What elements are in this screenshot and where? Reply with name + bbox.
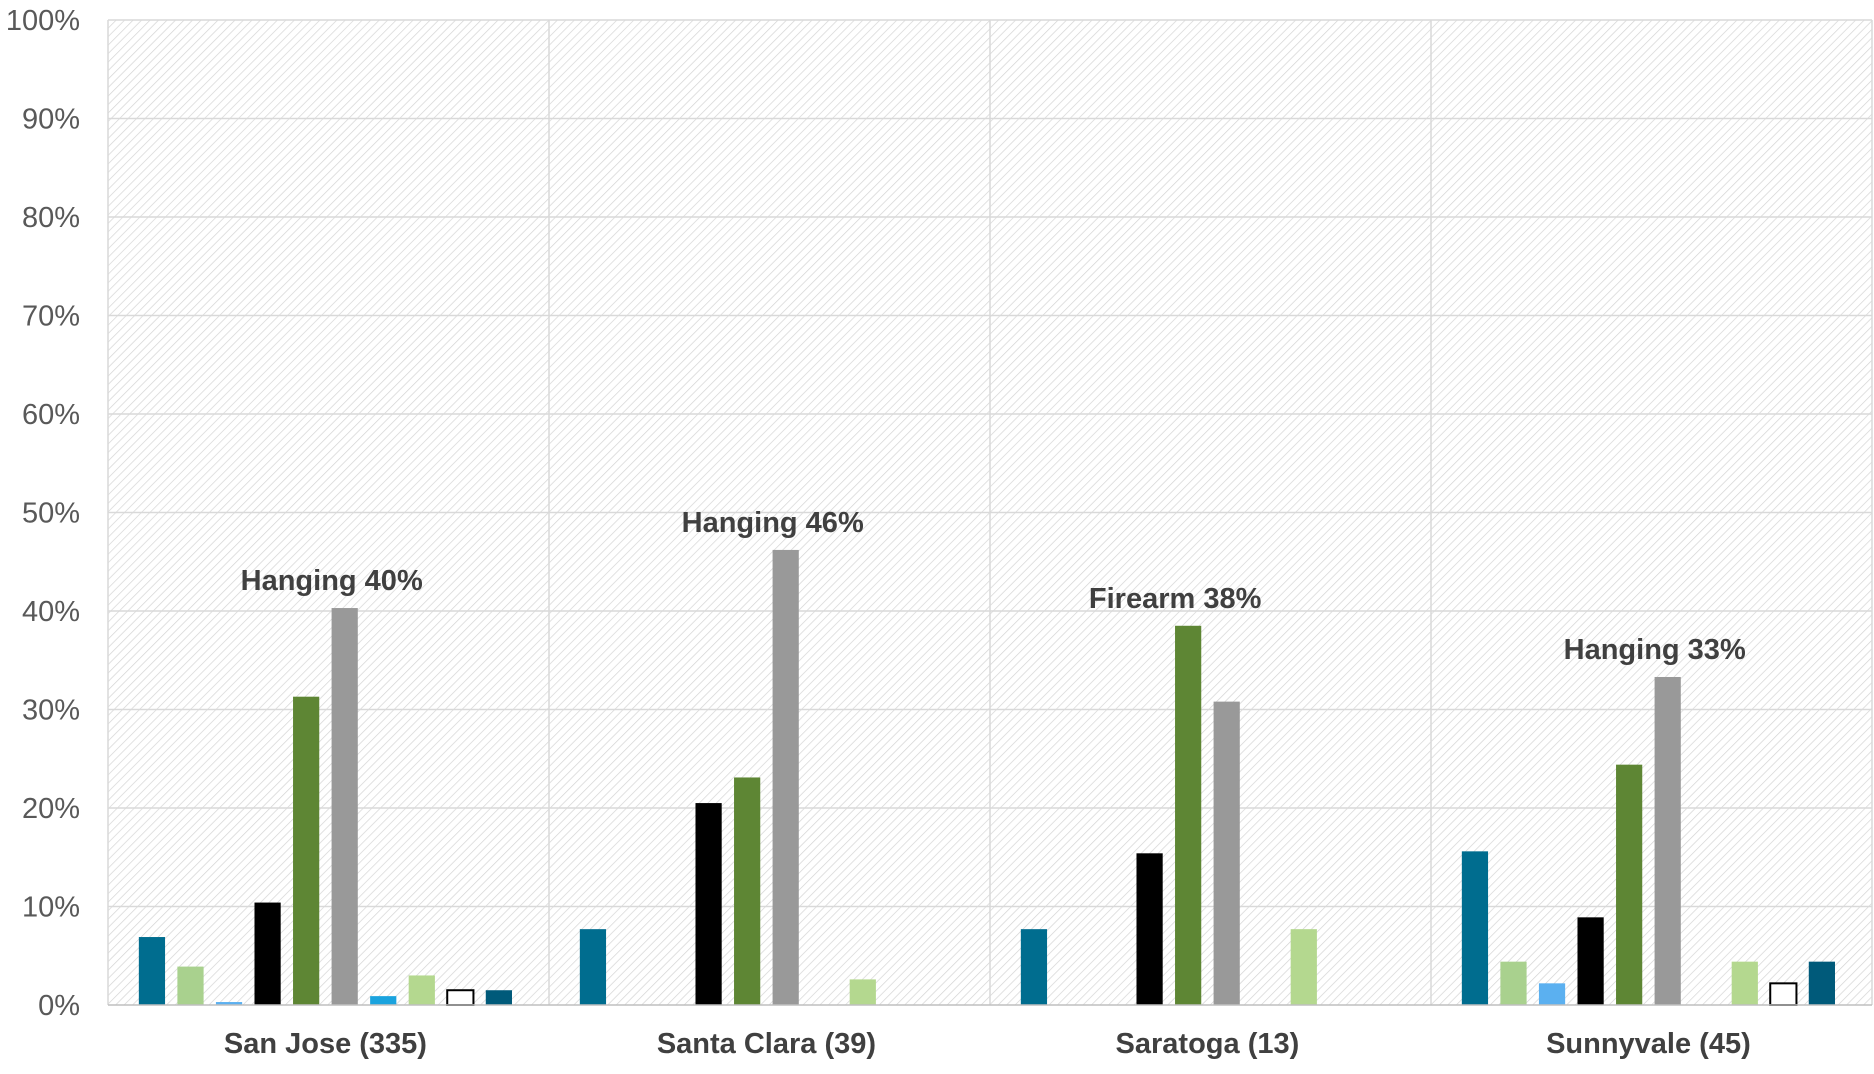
bar (331, 608, 358, 1005)
x-category-label: Santa Clara (39) (657, 1028, 876, 1060)
y-axis-tick-labels: 0% 10% 20% 30% 40% 50% 60% 70% 80% 90% 100% (6, 5, 80, 1022)
bar (1577, 917, 1604, 1005)
gridlines (107, 19, 1873, 1005)
bar (177, 966, 204, 1005)
bar (1461, 851, 1489, 1005)
bar-annotation: Firearm 38% (1089, 583, 1262, 615)
y-tick-label: 70% (22, 301, 80, 333)
bar-annotations: Hanging 40% Hanging 46% Firearm 38% Hanging… (241, 507, 1746, 666)
y-tick-label: 30% (22, 695, 80, 727)
bar (254, 902, 281, 1005)
bar-annotation: Hanging 46% (682, 507, 864, 539)
y-tick-label: 40% (22, 596, 80, 628)
bar (1616, 764, 1643, 1005)
bar (734, 777, 761, 1005)
bar (695, 803, 722, 1005)
bar (1538, 983, 1566, 1005)
bars (138, 549, 1835, 1007)
y-tick-label: 20% (22, 793, 80, 825)
bar (215, 1002, 243, 1005)
y-tick-label: 60% (22, 399, 80, 431)
bar (408, 975, 435, 1005)
bar (446, 989, 475, 1006)
x-axis-category-labels: San Jose (335) Santa Clara (39) Saratoga (… (224, 1028, 1751, 1060)
bar (1213, 701, 1240, 1005)
y-tick-label: 50% (22, 498, 80, 530)
bar (1020, 929, 1048, 1005)
bar (1769, 982, 1798, 1007)
x-category-label: Saratoga (13) (1116, 1028, 1300, 1060)
bar (1731, 961, 1758, 1005)
bar (370, 996, 397, 1005)
bar (1290, 929, 1317, 1005)
bar-annotation: Hanging 33% (1564, 634, 1746, 666)
bar (293, 696, 320, 1005)
bar (579, 929, 607, 1005)
y-tick-label: 80% (22, 202, 80, 234)
x-category-label: Sunnyvale (45) (1546, 1028, 1751, 1060)
bar-annotation: Hanging 40% (241, 565, 423, 597)
y-tick-label: 90% (22, 104, 80, 136)
y-tick-label: 10% (22, 892, 80, 924)
bar (772, 549, 799, 1005)
x-category-label: San Jose (335) (224, 1028, 427, 1060)
bar (1808, 961, 1835, 1005)
bar (1500, 961, 1527, 1005)
bar (485, 990, 512, 1005)
bar (1136, 853, 1163, 1005)
bar (1654, 676, 1681, 1005)
bar (1175, 625, 1202, 1005)
y-tick-label: 0% (38, 990, 80, 1022)
y-tick-label: 100% (6, 5, 80, 37)
bar (138, 937, 166, 1005)
bar (849, 979, 876, 1005)
